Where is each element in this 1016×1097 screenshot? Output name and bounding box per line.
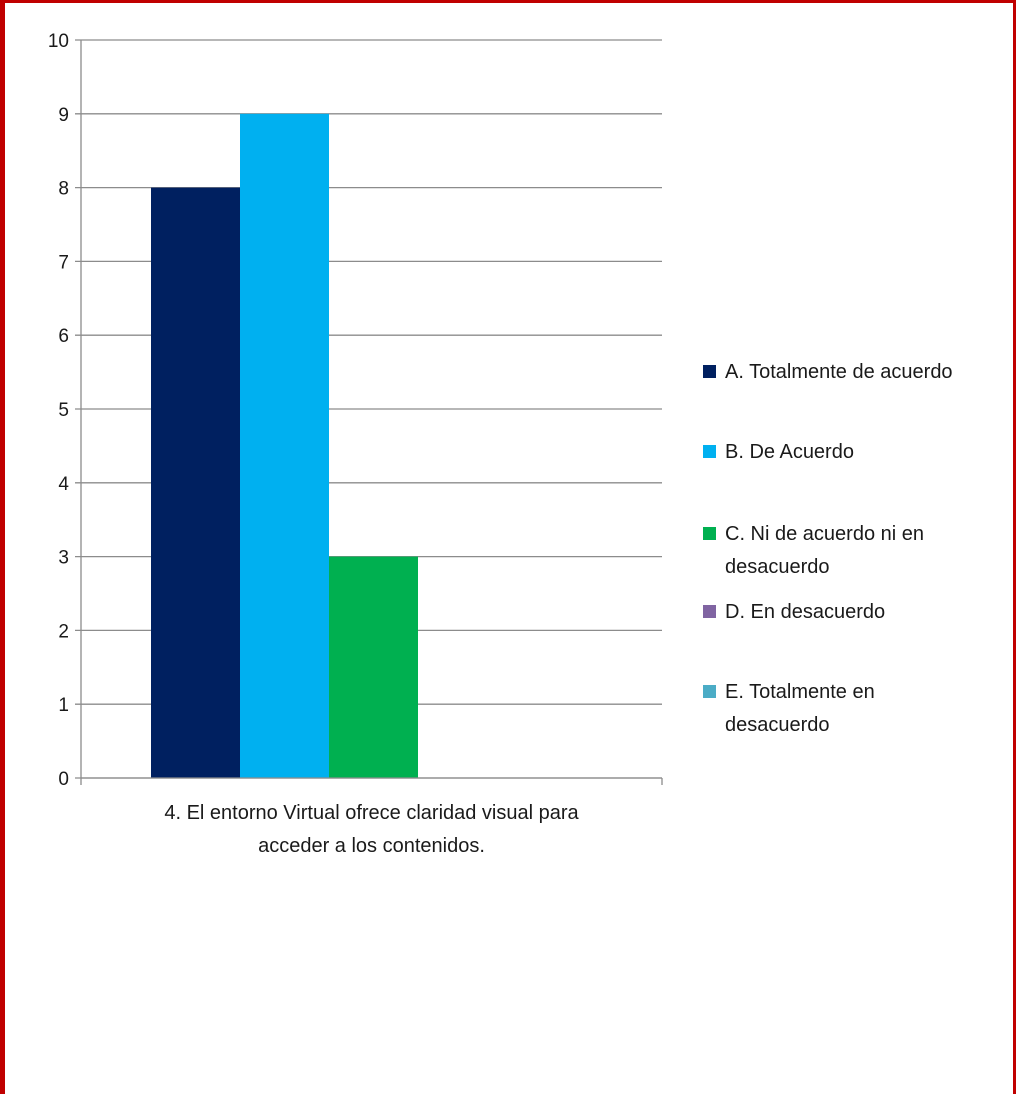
legend-label: desacuerdo — [725, 714, 830, 736]
y-tick-label: 2 — [58, 621, 69, 642]
legend-label: E. Totalmente en — [725, 681, 875, 703]
y-tick-label: 10 — [48, 31, 69, 52]
legend-swatch-b — [703, 445, 716, 458]
legend: A. Totalmente de acuerdo B. De Acuerdo C. … — [703, 361, 953, 736]
y-tick-label: 5 — [58, 400, 69, 421]
legend-label: D. En desacuerdo — [725, 601, 885, 623]
y-tick-label: 8 — [58, 179, 69, 200]
x-category-label-line: acceder a los contenidos. — [258, 835, 485, 857]
axes — [80, 40, 663, 785]
y-axis-tick-labels: 0 1 2 3 4 5 6 7 8 9 10 — [48, 31, 70, 790]
y-tick-label: 9 — [58, 105, 69, 126]
y-tick-label: 6 — [58, 326, 69, 347]
y-tick-label: 7 — [58, 252, 69, 273]
bar-chart: 0 1 2 3 4 5 6 7 8 9 10 4. El entorno Virtual ofrec… — [48, 31, 953, 857]
y-tick-label: 3 — [58, 548, 69, 569]
x-category-label-line: 4. El entorno Virtual ofrece claridad vi… — [164, 802, 579, 824]
y-tick-label: 1 — [58, 695, 69, 716]
legend-label: A. Totalmente de acuerdo — [725, 361, 953, 383]
legend-swatch-c — [703, 527, 716, 540]
legend-label: desacuerdo — [725, 556, 830, 578]
y-tick-label: 0 — [58, 769, 69, 790]
legend-label: B. De Acuerdo — [725, 441, 854, 463]
bar-a — [151, 187, 240, 779]
bar-c — [329, 556, 418, 778]
bar-b — [240, 113, 329, 779]
legend-label: C. Ni de acuerdo ni en — [725, 523, 924, 545]
legend-swatch-a — [703, 365, 716, 378]
x-axis-category-label: 4. El entorno Virtual ofrece claridad vi… — [164, 802, 579, 857]
bars — [151, 113, 418, 779]
legend-swatch-e — [703, 685, 716, 698]
y-tick-label: 4 — [58, 474, 69, 495]
legend-swatch-d — [703, 605, 716, 618]
